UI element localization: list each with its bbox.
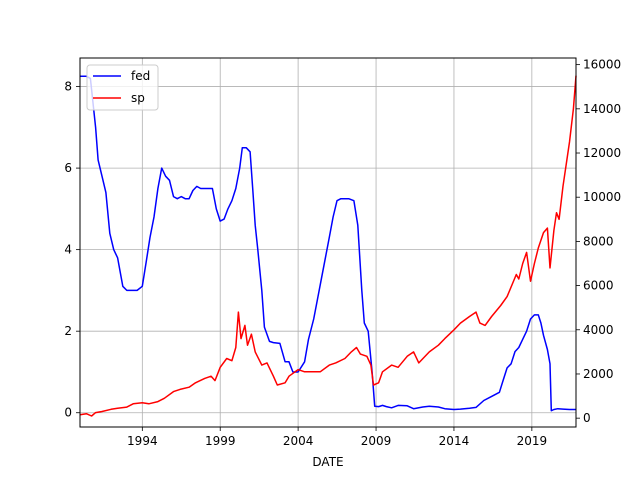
- x-tick-label: 2014: [439, 434, 470, 448]
- y-axis-right: 0 2000 4000 6000 8000 10000 12000 14000 16000: [576, 58, 621, 425]
- legend: fed sp: [86, 64, 159, 111]
- y-left-tick-label: 0: [64, 406, 72, 420]
- x-axis: 1994 1999 2004 2009 2014 2019: [127, 427, 547, 448]
- plot-frame: [79, 57, 577, 428]
- series-line-fed: [80, 75, 576, 412]
- y-right-tick-label: 8000: [583, 234, 614, 248]
- y-right-tick-label: 0: [583, 411, 591, 425]
- y-right-tick-label: 6000: [583, 279, 614, 293]
- x-tick-label: 2019: [517, 434, 548, 448]
- y-right-tick-label: 2000: [583, 367, 614, 381]
- grid: [80, 58, 576, 427]
- y-left-tick-label: 2: [64, 324, 72, 338]
- y-right-tick-label: 16000: [583, 58, 621, 72]
- legend-label-sp: sp: [131, 91, 145, 105]
- x-tick-label: 2009: [361, 434, 392, 448]
- series-layer: [79, 75, 577, 417]
- y-right-tick-label: 10000: [583, 190, 621, 204]
- y-left-tick-label: 6: [64, 161, 72, 175]
- x-axis-title: DATE: [312, 455, 343, 469]
- series-line-sp: [79, 75, 577, 417]
- x-tick-label: 2004: [283, 434, 314, 448]
- x-tick-label: 1994: [127, 434, 158, 448]
- y-left-tick-label: 4: [64, 243, 72, 257]
- x-tick-label: 1999: [205, 434, 236, 448]
- legend-label-fed: fed: [131, 69, 150, 83]
- y-right-tick-label: 4000: [583, 323, 614, 337]
- y-right-tick-label: 12000: [583, 146, 621, 160]
- y-axis-left: 0 2 4 6 8: [64, 80, 80, 420]
- y-left-tick-label: 8: [64, 80, 72, 94]
- y-right-tick-label: 14000: [583, 102, 621, 116]
